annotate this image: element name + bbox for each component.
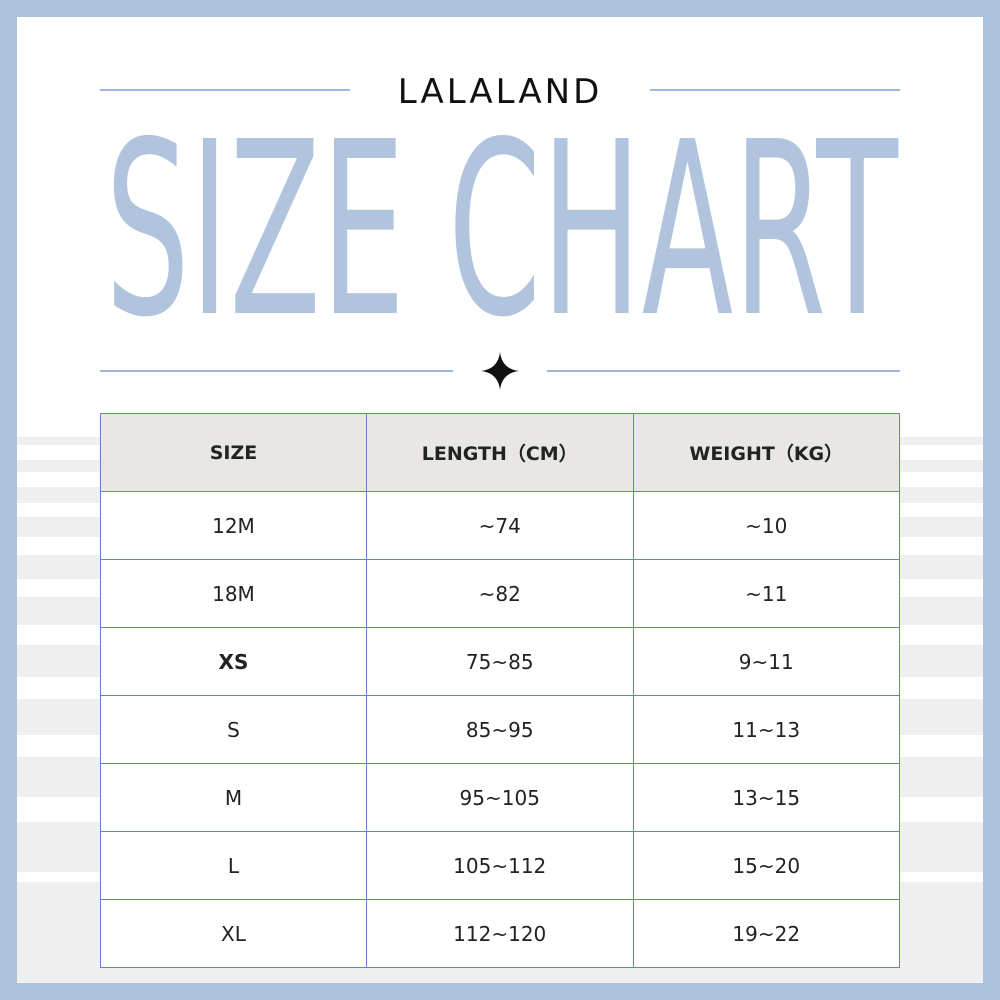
table-cell: XS bbox=[100, 627, 367, 696]
column-header: SIZE bbox=[100, 413, 367, 492]
brand: LALALAND bbox=[398, 72, 603, 112]
table-cell: 112~120 bbox=[365, 899, 634, 968]
table-cell: ~74 bbox=[365, 491, 634, 560]
title: SIZE CHART bbox=[105, 90, 899, 370]
star-icon bbox=[481, 352, 519, 390]
table-cell: XL bbox=[100, 899, 367, 968]
table-cell: 11~13 bbox=[632, 695, 901, 764]
table-cell: 75~85 bbox=[365, 627, 634, 696]
table-cell: 85~95 bbox=[365, 695, 634, 764]
table-row: XS 75~85 9~11 bbox=[100, 627, 901, 696]
table-row: S 85~95 11~13 bbox=[100, 695, 901, 764]
table-cell: 12M bbox=[100, 491, 367, 560]
table-row: XL 112~120 19~22 bbox=[100, 899, 901, 968]
table-cell: 19~22 bbox=[632, 899, 901, 968]
table-row: 12M ~74 ~10 bbox=[100, 491, 901, 560]
column-header: LENGTH（CM） bbox=[365, 413, 634, 492]
table-cell: 105~112 bbox=[365, 831, 634, 900]
table-cell: L bbox=[100, 831, 367, 900]
table-cell: ~10 bbox=[632, 491, 901, 560]
table-row: L 105~112 15~20 bbox=[100, 831, 901, 900]
table-cell: 18M bbox=[100, 559, 367, 628]
size-table: SIZE LENGTH（CM） WEIGHT（KG） 12M ~74 ~10 18M ~82… bbox=[100, 413, 901, 968]
table-cell: 13~15 bbox=[632, 763, 901, 832]
table-cell: 15~20 bbox=[632, 831, 901, 900]
table-cell: S bbox=[100, 695, 367, 764]
table-cell: 9~11 bbox=[632, 627, 901, 696]
table-row: 18M ~82 ~11 bbox=[100, 559, 901, 628]
header-row: SIZE LENGTH（CM） WEIGHT（KG） bbox=[100, 413, 901, 492]
table-cell: 95~105 bbox=[365, 763, 634, 832]
table-cell: ~82 bbox=[365, 559, 634, 628]
column-header: WEIGHT（KG） bbox=[632, 413, 901, 492]
table-cell: ~11 bbox=[632, 559, 901, 628]
table-row: M 95~105 13~15 bbox=[100, 763, 901, 832]
table-cell: M bbox=[100, 763, 367, 832]
